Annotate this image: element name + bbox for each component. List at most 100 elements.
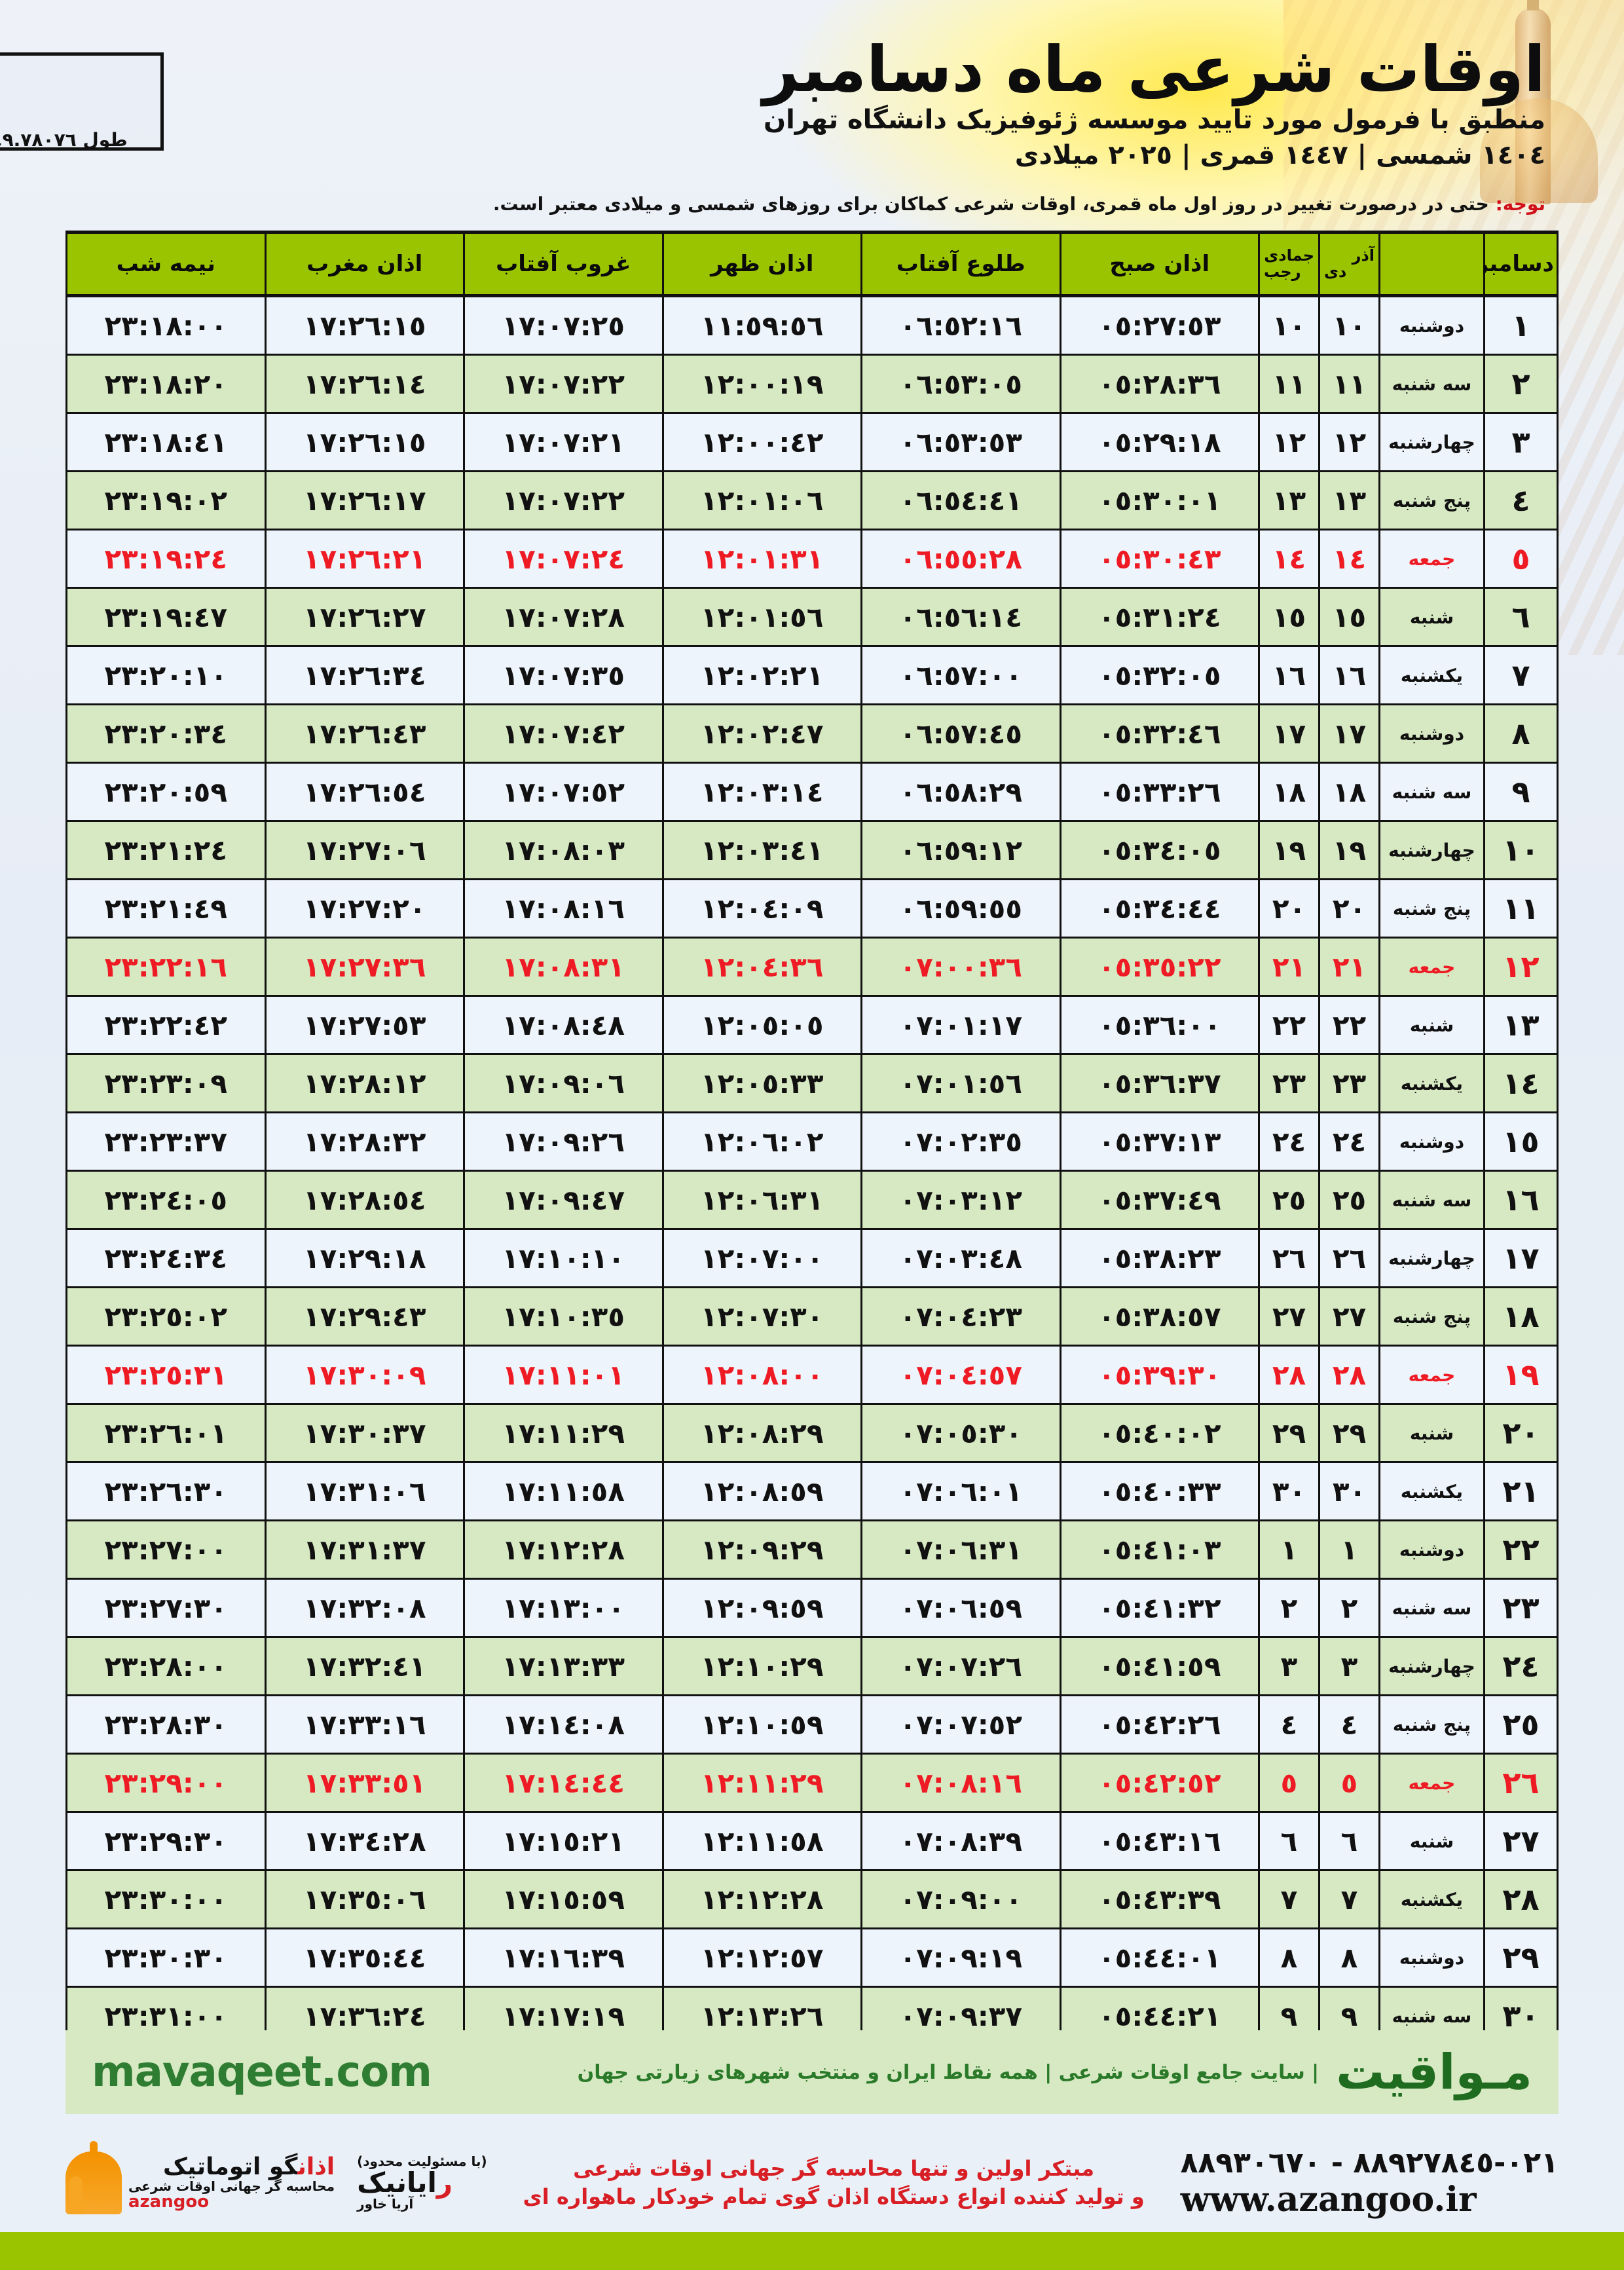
cell-weekday: سه شنبه bbox=[1378, 1578, 1485, 1638]
cell-shamsi: ١٠ bbox=[1318, 295, 1380, 356]
cell-hijri: ٣٠ bbox=[1258, 1461, 1320, 1521]
cell-midnight: ٢٣:٢٨:٣٠ bbox=[65, 1694, 267, 1755]
cell-dhuhr: ١٢:٠٦:٣١ bbox=[661, 1170, 862, 1230]
footer-slogan-line2: و تولید کننده انواع دستگاه اذان گوی تمام… bbox=[523, 2184, 1145, 2209]
cell-weekday: چهارشنبه bbox=[1378, 1228, 1485, 1288]
table-row: ١٠ چهارشنبه ١٩ ١٩ ٠٥:٣٤:٠٥ ٠٦:٥٩:١٢ ١٢:٠٣:٤١ ١٧… bbox=[65, 820, 1559, 880]
cell-dhuhr: ١٢:٠٣:١٤ bbox=[661, 762, 862, 822]
cell-midnight: ٢٣:٢٠:٣٤ bbox=[65, 703, 267, 764]
cell-shamsi: ٢٥ bbox=[1318, 1170, 1380, 1230]
cell-dhuhr: ١٢:٠١:٣١ bbox=[661, 529, 862, 589]
footer-website[interactable]: www.azangoo.ir bbox=[1180, 2180, 1477, 2220]
cell-day: ١١ bbox=[1483, 878, 1559, 939]
cell-dhuhr: ١٢:٠٥:٠٥ bbox=[661, 995, 862, 1055]
table-head: دسامبر آذر دی جمادی الثانی رجب bbox=[65, 231, 1559, 297]
location-box: يداله رود زرد/باغ ملك/خوزستان طول ٤٩.٧٨٠… bbox=[0, 52, 164, 151]
cell-midnight: ٢٣:٢٤:٠٥ bbox=[65, 1170, 267, 1230]
table-row: ١٤ یکشنبه ٢٣ ٢٣ ٠٥:٣٦:٣٧ ٠٧:٠١:٥٦ ١٢:٠٥:٣٣ ١٧:٠… bbox=[65, 1053, 1559, 1113]
cell-hijri: ٢٨ bbox=[1258, 1345, 1320, 1405]
cell-weekday: دوشنبه bbox=[1378, 1927, 1485, 1988]
cell-dhuhr: ١٢:٠٧:٣٠ bbox=[661, 1286, 862, 1347]
cell-day: ٢٥ bbox=[1483, 1694, 1559, 1755]
cell-sunrise: ٠٦:٥٨:٢٩ bbox=[860, 762, 1061, 822]
cell-sunset: ١٧:٠٧:٢١ bbox=[463, 412, 664, 472]
rayanik-sub: آریا خاور bbox=[357, 2196, 414, 2212]
cell-sunset: ١٧:١٥:٥٩ bbox=[463, 1869, 664, 1929]
table-row: ١٧ چهارشنبه ٢٦ ٢٦ ٠٥:٣٨:٢٣ ٠٧:٠٣:٤٨ ١٢:٠٧:٠٠ ١٧… bbox=[65, 1228, 1559, 1288]
cell-fajr: ٠٥:٣٤:٤٤ bbox=[1059, 878, 1260, 939]
cell-fajr: ٠٥:٤١:٣٢ bbox=[1059, 1578, 1260, 1638]
cell-fajr: ٠٥:٤٤:٠١ bbox=[1059, 1927, 1260, 1988]
cell-midnight: ٢٣:١٩:٠٢ bbox=[65, 470, 267, 530]
table-row: ١٣ شنبه ٢٢ ٢٢ ٠٥:٣٦:٠٠ ٠٧:٠١:١٧ ١٢:٠٥:٠٥ ١٧:٠٨:… bbox=[65, 995, 1559, 1055]
cell-sunset: ١٧:٠٨:٤٨ bbox=[463, 995, 664, 1055]
cell-midnight: ٢٣:١٩:٤٧ bbox=[65, 587, 267, 647]
cell-maghrib: ١٧:٣٢:٤١ bbox=[264, 1636, 465, 1696]
cell-day: ١٩ bbox=[1483, 1345, 1559, 1405]
azangoo-name-red: اذان bbox=[297, 2153, 335, 2180]
cell-sunset: ١٧:١٢:٢٨ bbox=[463, 1519, 664, 1580]
cell-fajr: ٠٥:٣٧:٤٩ bbox=[1059, 1170, 1260, 1230]
th-gregorian: دسامبر bbox=[1475, 231, 1559, 297]
cell-shamsi: ١١ bbox=[1318, 354, 1380, 414]
cell-fajr: ٠٥:٤٢:٥٢ bbox=[1059, 1753, 1260, 1813]
cell-maghrib: ١٧:٣٥:٠٦ bbox=[264, 1869, 465, 1929]
cell-shamsi: ١٧ bbox=[1318, 703, 1380, 764]
cell-sunrise: ٠٦:٥٩:١٢ bbox=[860, 820, 1061, 880]
cell-maghrib: ١٧:٢٨:١٢ bbox=[264, 1053, 465, 1113]
table-row: ٢ سه شنبه ١١ ١١ ٠٥:٢٨:٣٦ ٠٦:٥٣:٠٥ ١٢:٠٠:١٩ ١٧:٠… bbox=[65, 354, 1559, 414]
cell-weekday: پنج شنبه bbox=[1378, 1286, 1485, 1347]
cell-shamsi: ٧ bbox=[1318, 1869, 1380, 1929]
cell-sunrise: ٠٧:٠٩:١٩ bbox=[860, 1927, 1061, 1988]
cell-day: ٢٨ bbox=[1483, 1869, 1559, 1929]
cell-sunset: ١٧:١٦:٣٩ bbox=[463, 1927, 664, 1988]
cell-fajr: ٠٥:٣٥:٢٢ bbox=[1059, 937, 1260, 997]
cell-shamsi: ١٥ bbox=[1318, 587, 1380, 647]
cell-fajr: ٠٥:٣٤:٠٥ bbox=[1059, 820, 1260, 880]
cell-day: ١٤ bbox=[1483, 1053, 1559, 1113]
cell-sunrise: ٠٦:٥٥:٢٨ bbox=[860, 529, 1061, 589]
cell-maghrib: ١٧:٣٥:٤٤ bbox=[264, 1927, 465, 1988]
cell-maghrib: ١٧:٢٩:١٨ bbox=[264, 1228, 465, 1288]
site-banner: مـواقیت | سایت جامع اوقات شرعی | همه نقا… bbox=[65, 2030, 1559, 2114]
cell-day: ١٢ bbox=[1483, 937, 1559, 997]
mosque-icon bbox=[65, 2151, 122, 2214]
cell-maghrib: ١٧:٣٣:٥١ bbox=[264, 1753, 465, 1813]
cell-shamsi: ٣ bbox=[1318, 1636, 1380, 1696]
cell-shamsi: ٢٤ bbox=[1318, 1111, 1380, 1172]
cell-sunrise: ٠٦:٥٧:٠٠ bbox=[860, 645, 1061, 705]
cell-shamsi: ٤ bbox=[1318, 1694, 1380, 1755]
cell-shamsi: ١٤ bbox=[1318, 529, 1380, 589]
cell-day: ٢٩ bbox=[1483, 1927, 1559, 1988]
page-header: يداله رود زرد/باغ ملك/خوزستان طول ٤٩.٧٨٠… bbox=[0, 0, 1624, 216]
cell-fajr: ٠٥:٣٧:١٣ bbox=[1059, 1111, 1260, 1172]
cell-sunset: ١٧:١٠:١٠ bbox=[463, 1228, 664, 1288]
cell-dhuhr: ١٢:٠٢:٤٧ bbox=[661, 703, 862, 764]
cell-day: ٢٠ bbox=[1483, 1403, 1559, 1463]
cell-sunrise: ٠٦:٥٩:٥٥ bbox=[860, 878, 1061, 939]
cell-midnight: ٢٣:٢٤:٣٤ bbox=[65, 1228, 267, 1288]
cell-sunrise: ٠٧:٠٧:٥٢ bbox=[860, 1694, 1061, 1755]
banner-tagline: | سایت جامع اوقات شرعی | همه نقاط ایران … bbox=[577, 2060, 1320, 2084]
cell-midnight: ٢٣:٢١:٤٩ bbox=[65, 878, 267, 939]
th-sunrise: طلوع آفتاب bbox=[860, 231, 1061, 297]
cell-hijri: ٤ bbox=[1258, 1694, 1320, 1755]
cell-sunset: ١٧:٠٧:٢٨ bbox=[463, 587, 664, 647]
table-row: ٢٤ چهارشنبه ٣ ٣ ٠٥:٤١:٥٩ ٠٧:٠٧:٢٦ ١٢:١٠:٢٩ ١٧:١… bbox=[65, 1636, 1559, 1696]
cell-midnight: ٢٣:٢٥:٠٢ bbox=[65, 1286, 267, 1347]
cell-sunset: ١٧:٠٨:٠٣ bbox=[463, 820, 664, 880]
cell-sunset: ١٧:٠٧:٢٢ bbox=[463, 354, 664, 414]
cell-shamsi: ١٢ bbox=[1318, 412, 1380, 472]
table-row: ٢٠ شنبه ٢٩ ٢٩ ٠٥:٤٠:٠٢ ٠٧:٠٥:٣٠ ١٢:٠٨:٢٩ ١٧:١١:… bbox=[65, 1403, 1559, 1463]
cell-shamsi: ٥ bbox=[1318, 1753, 1380, 1813]
cell-fajr: ٠٥:٣٩:٣٠ bbox=[1059, 1345, 1260, 1405]
cell-fajr: ٠٥:٤٣:١٦ bbox=[1059, 1811, 1260, 1871]
th-shamsi: آذر دی bbox=[1318, 231, 1380, 297]
cell-day: ٢ bbox=[1483, 354, 1559, 414]
cell-dhuhr: ١٢:٠٦:٠٢ bbox=[661, 1111, 862, 1172]
cell-maghrib: ١٧:٢٦:٢١ bbox=[264, 529, 465, 589]
cell-sunrise: ٠٧:٠١:٥٦ bbox=[860, 1053, 1061, 1113]
cell-shamsi: ١٨ bbox=[1318, 762, 1380, 822]
banner-url[interactable]: mavaqeet.com bbox=[92, 2048, 432, 2096]
cell-day: ٧ bbox=[1483, 645, 1559, 705]
